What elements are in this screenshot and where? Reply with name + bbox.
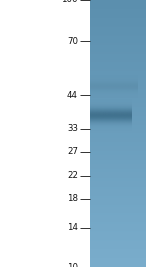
Text: 33: 33 xyxy=(67,124,78,133)
Text: 44: 44 xyxy=(67,91,78,100)
Text: 10: 10 xyxy=(67,262,78,267)
Text: 18: 18 xyxy=(67,194,78,203)
Text: 27: 27 xyxy=(67,147,78,156)
Text: 14: 14 xyxy=(67,223,78,233)
Text: 100: 100 xyxy=(61,0,78,5)
Text: 70: 70 xyxy=(67,37,78,46)
Text: 22: 22 xyxy=(67,171,78,180)
